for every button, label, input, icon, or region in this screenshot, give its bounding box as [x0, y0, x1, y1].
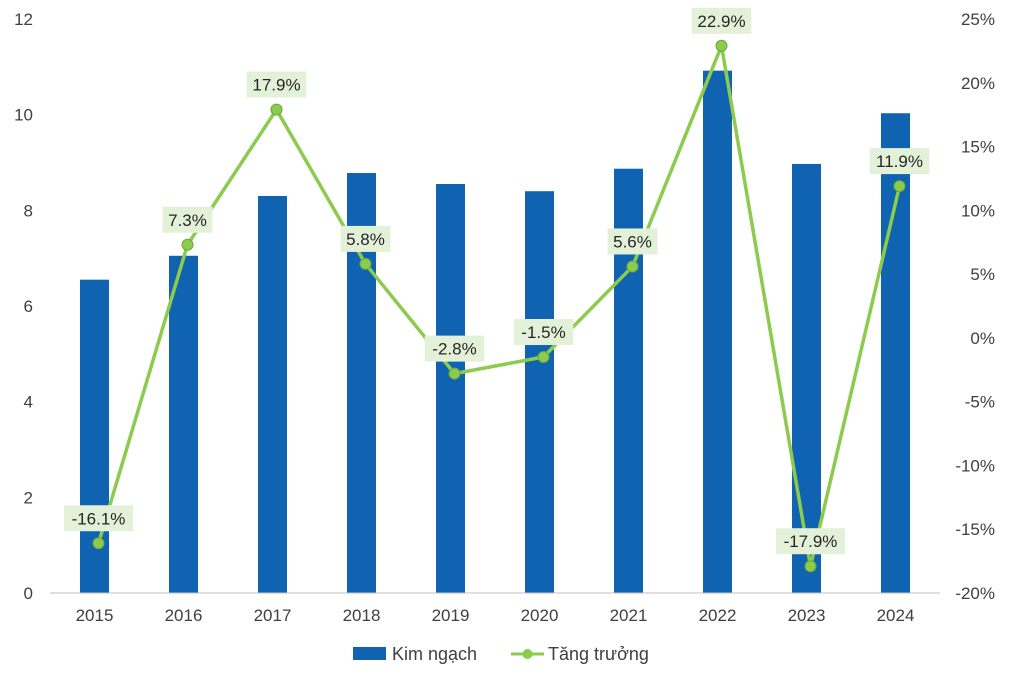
left-axis-ticks: 0 2 4 6 8 10 12 — [14, 10, 33, 603]
data-label: 7.3% — [168, 211, 207, 230]
data-label-box — [246, 71, 307, 98]
legend-label-kim-ngach: Kim ngạch — [392, 644, 477, 664]
growth-point-2023 — [804, 560, 817, 573]
x-tick-label: 2015 — [76, 606, 114, 625]
x-tick-label: 2017 — [254, 606, 292, 625]
data-label-box — [162, 206, 213, 233]
growth-point-2024 — [893, 180, 906, 193]
left-tick-label: 4 — [24, 393, 33, 412]
right-tick-label: 5% — [970, 265, 995, 284]
x-axis-ticks: 2015 2016 2017 2018 2019 2020 2021 2022 2023 2024 — [76, 606, 915, 625]
data-label: 11.9% — [876, 152, 923, 171]
bar-2022 — [703, 70, 732, 593]
right-tick-label: -15% — [955, 520, 995, 539]
legend-swatch-kim-ngach — [353, 647, 386, 660]
left-tick-label: 12 — [14, 10, 33, 29]
data-label-box — [691, 7, 752, 34]
bar-2017 — [258, 195, 287, 593]
x-tick-label: 2023 — [788, 606, 826, 625]
legend: Kim ngạch Tăng trưởng — [353, 644, 649, 664]
growth-point-2016 — [181, 238, 194, 251]
left-tick-label: 6 — [24, 297, 33, 316]
data-label-box — [64, 505, 133, 532]
data-label: 5.6% — [613, 232, 652, 251]
x-tick-label: 2020 — [521, 606, 559, 625]
left-tick-label: 8 — [24, 201, 33, 220]
data-label-box — [424, 335, 485, 362]
growth-point-2017 — [270, 103, 283, 116]
right-tick-label: 15% — [961, 138, 995, 157]
x-tick-label: 2016 — [165, 606, 203, 625]
growth-point-2022 — [715, 39, 728, 52]
bar-2019 — [436, 184, 465, 593]
x-tick-label: 2022 — [699, 606, 737, 625]
line-series-tang-truong — [92, 39, 906, 573]
data-label-box — [869, 148, 930, 175]
right-tick-label: -10% — [955, 456, 995, 475]
left-tick-label: 0 — [24, 584, 33, 603]
growth-point-2015 — [92, 537, 105, 550]
bar-2024 — [881, 113, 910, 594]
data-label-box — [340, 225, 391, 252]
legend-label-tang-truong: Tăng trưởng — [548, 644, 649, 664]
right-tick-label: -5% — [965, 393, 995, 412]
x-tick-label: 2021 — [610, 606, 648, 625]
data-label: -17.9% — [784, 532, 838, 551]
data-label: 17.9% — [252, 76, 300, 95]
x-tick-label: 2019 — [432, 606, 470, 625]
right-axis-ticks: -20% -15% -10% -5% 0% 5% 10% 15% 20% 25% — [955, 10, 995, 603]
right-tick-label: 10% — [961, 201, 995, 220]
data-label: -2.8% — [432, 340, 476, 359]
growth-point-2019 — [448, 367, 461, 380]
line-data-labels: -16.1% 7.3% 17.9% 5.8% -2.8% -1.5% 5.6% 22.9% -1… — [64, 7, 930, 555]
x-tick-label: 2024 — [877, 606, 915, 625]
bar-2016 — [169, 255, 198, 593]
data-label: -1.5% — [521, 323, 565, 342]
growth-point-2020 — [537, 351, 550, 364]
growth-point-2021 — [626, 260, 639, 273]
data-label-box — [607, 228, 658, 255]
x-tick-label: 2018 — [343, 606, 381, 625]
data-label-box — [513, 319, 574, 346]
data-label: -16.1% — [72, 509, 126, 528]
left-tick-label: 2 — [24, 488, 33, 507]
right-tick-label: 20% — [961, 74, 995, 93]
data-label: 22.9% — [697, 12, 745, 31]
legend-marker-tang-truong — [522, 649, 533, 659]
right-tick-label: -20% — [955, 584, 995, 603]
right-tick-label: 0% — [970, 329, 995, 348]
right-tick-label: 25% — [961, 10, 995, 29]
left-tick-label: 10 — [14, 106, 33, 125]
data-label-box — [776, 528, 845, 555]
bar-2023 — [792, 163, 821, 593]
data-label: 5.8% — [346, 230, 385, 249]
bar-2020 — [525, 191, 554, 593]
growth-point-2018 — [359, 257, 372, 270]
bar-series-kim-ngach — [80, 70, 910, 594]
growth-line — [96, 44, 902, 568]
